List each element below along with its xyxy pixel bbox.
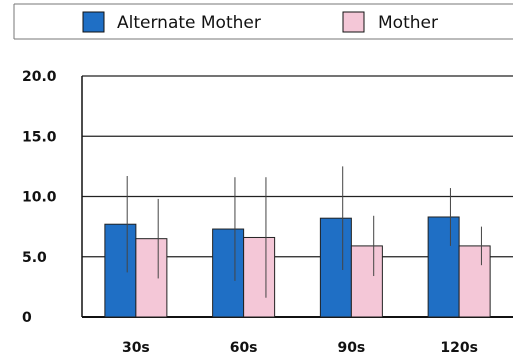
bars [104,216,491,318]
y-tick-label: 20.0 [22,69,57,85]
bar-alternate-mother-30s [104,223,137,318]
y-tick-label: 10.0 [22,190,57,206]
x-axis-tick-labels: 30s 60s 90s 120s [122,340,478,355]
error-bars [126,166,482,298]
bar-alternate-mother-60s [212,228,245,318]
y-tick-label: 5.0 [22,250,47,266]
x-tick-label: 90s [337,340,365,355]
bar-mother-120s [458,245,491,318]
x-tick-label: 30s [122,340,150,355]
legend: Alternate Mother Mother [13,3,513,40]
y-tick-label: 0 [22,310,32,326]
bar-alternate-mother-90s [319,217,352,318]
bar-mother-60s [243,236,276,318]
bar-mother-30s [135,238,168,318]
y-tick-label: 15.0 [22,129,57,145]
legend-label-mother: Mother [378,13,438,33]
x-tick-label: 60s [230,340,258,355]
legend-swatch-alternate-mother [82,11,105,33]
y-axis-tick-labels: 0 5.0 10.0 15.0 20.0 [22,69,57,326]
x-tick-label: 120s [440,340,478,355]
bar-mother-90s [350,245,383,318]
bar-alternate-mother-120s [427,216,460,318]
legend-swatch-mother [342,11,365,33]
legend-label-alternate-mother: Alternate Mother [117,13,261,33]
